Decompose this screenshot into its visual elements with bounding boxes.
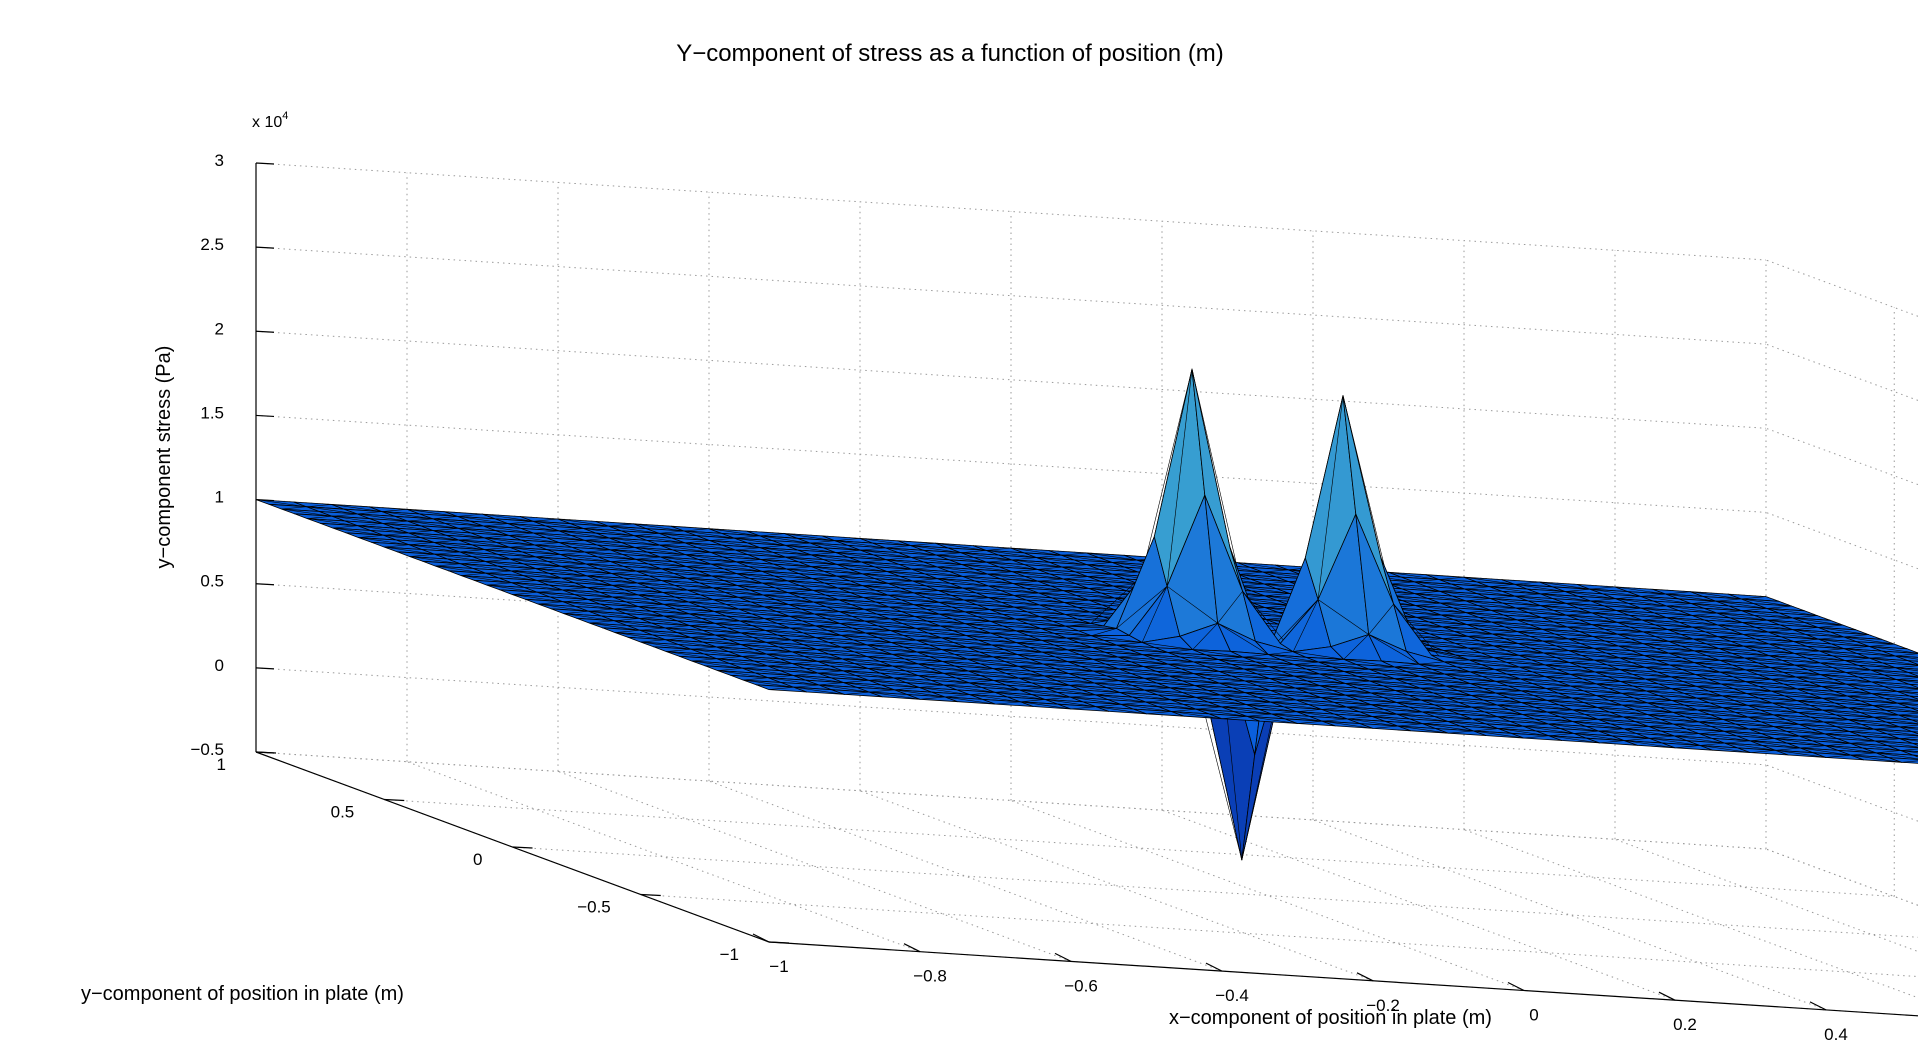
x-axis-title: x−component of position in plate (m): [1169, 1007, 1492, 1029]
side-wall-grid-line: [1766, 260, 1918, 450]
side-wall-grid-line: [1766, 765, 1918, 955]
y-axis-title: y−component of position in plate (m): [81, 983, 404, 1005]
x-tick-label: −0.8: [913, 967, 947, 986]
z-tick-label: 2.5: [200, 235, 224, 254]
floor-grid-line: [1615, 839, 1918, 1029]
x-tick-label: 0: [1529, 1006, 1538, 1025]
x-tick-label: 0.4: [1824, 1025, 1848, 1044]
z-tick-mark: [256, 247, 274, 248]
back-wall-grid-line: [256, 247, 1766, 344]
x-tick-label: −0.4: [1215, 986, 1249, 1005]
y-tick-label: 0.5: [331, 803, 355, 822]
z-axis-title: y−component stress (Pa): [153, 346, 175, 569]
back-wall-grid-line: [256, 331, 1766, 428]
z-tick-label: 1.5: [200, 403, 224, 422]
z-tick-mark: [256, 163, 274, 164]
y-tick-label: −0.5: [577, 898, 611, 917]
z-tick-mark: [256, 668, 274, 669]
z-exponent-label: x 104: [252, 110, 288, 131]
z-tick-label: 2: [215, 319, 224, 338]
floor-grid-line: [407, 762, 920, 952]
x-tick-label: −0.6: [1064, 976, 1098, 995]
x-tick-mark: [753, 934, 769, 942]
z-tick-mark: [256, 584, 274, 585]
z-tick-mark: [256, 415, 274, 416]
y-tick-label: 1: [217, 755, 226, 774]
floor-grid-line: [384, 800, 1894, 897]
x-tick-label: 0.2: [1673, 1015, 1697, 1034]
z-tick-label: 3: [215, 151, 224, 170]
floor-grid-line: [641, 895, 1918, 992]
y-tick-label: −1: [720, 945, 739, 964]
z-tick-label: 0: [215, 656, 224, 675]
y-tick-mark: [769, 942, 789, 943]
stress-surface: [256, 369, 1918, 860]
x-tick-label: −1: [769, 957, 788, 976]
side-wall-grid-line: [1766, 428, 1918, 618]
chart-title: Y−component of stress as a function of p…: [676, 40, 1224, 67]
y-tick-label: 0: [473, 850, 482, 869]
floor-grid-line: [513, 847, 1918, 944]
z-tick-label: 0.5: [200, 572, 224, 591]
z-tick-label: 1: [215, 488, 224, 507]
side-wall-grid-line: [1766, 344, 1918, 534]
z-tick-mark: [256, 331, 274, 332]
